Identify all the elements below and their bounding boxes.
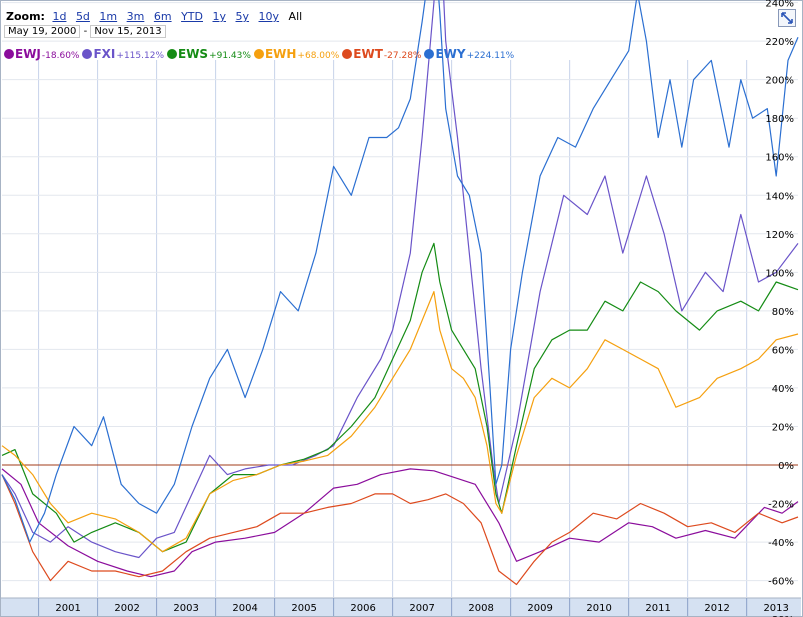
legend-ticker: EWY — [435, 47, 466, 61]
y-tick-label: 180% — [765, 114, 794, 125]
x-tick-label: 2012 — [704, 603, 729, 614]
date-separator: - — [83, 26, 88, 37]
y-tick-label: 100% — [765, 268, 794, 279]
legend-marker-icon — [82, 49, 93, 59]
x-tick-label: 2009 — [527, 603, 552, 614]
legend-item-ewj[interactable]: EWJ-18.60% — [4, 43, 79, 62]
legend-item-ews[interactable]: EWS+91.43% — [167, 43, 251, 62]
x-tick-label: 2013 — [763, 603, 788, 614]
zoom-5y-link[interactable]: 5y — [235, 10, 250, 23]
legend-change: +68.00% — [297, 51, 340, 61]
y-tick-label: -20% — [768, 500, 794, 511]
end-date-field[interactable]: Nov 15, 2013 — [90, 25, 166, 38]
zoom-3m-link[interactable]: 3m — [126, 10, 145, 23]
x-tick-label: 2005 — [291, 603, 316, 614]
legend-ticker: EWT — [353, 47, 383, 61]
date-range: May 19, 2000 - Nov 15, 2013 — [4, 25, 166, 38]
y-tick-label: 160% — [765, 153, 794, 164]
zoom-1d-link[interactable]: 1d — [52, 10, 67, 23]
zoom-label: Zoom: — [6, 10, 45, 23]
x-axis-labels: 2001 2002 2003 2004 2005 2006 2007 2008 2009 2010… — [55, 603, 789, 614]
legend-marker-icon — [424, 49, 435, 59]
x-axis-band — [1, 598, 801, 616]
legend-change: +224.11% — [466, 51, 515, 61]
legend-item-ewh[interactable]: EWH+68.00% — [253, 43, 340, 62]
y-tick-label: 200% — [765, 76, 794, 87]
y-tick-label: -40% — [768, 538, 794, 549]
legend-change: +115.12% — [116, 51, 164, 61]
zoom-5d-link[interactable]: 5d — [75, 10, 90, 23]
y-tick-label: -80% — [768, 615, 794, 617]
y-tick-label: 80% — [772, 307, 794, 318]
zoom-1m-link[interactable]: 1m — [99, 10, 118, 23]
y-tick-label: 60% — [772, 345, 794, 356]
legend-marker-icon — [253, 49, 264, 59]
y-tick-label: 120% — [765, 230, 794, 241]
y-tick-label: 140% — [765, 191, 794, 202]
x-tick-label: 2001 — [55, 603, 80, 614]
zoom-all-current: All — [288, 10, 303, 23]
legend-item-ewy[interactable]: EWY+224.11% — [424, 43, 514, 62]
zoom-bar: Zoom: 1d 5d 1m 3m 6m YTD 1y 5y 10y All — [6, 10, 302, 23]
x-tick-label: 2007 — [409, 603, 434, 614]
x-tick-label: 2004 — [232, 603, 257, 614]
zoom-ytd-link[interactable]: YTD — [181, 10, 203, 23]
x-tick-label: 2002 — [114, 603, 139, 614]
legend-marker-icon — [342, 49, 353, 59]
x-tick-label: 2010 — [586, 603, 611, 614]
y-tick-label: -60% — [768, 577, 794, 588]
zoom-1y-link[interactable]: 1y — [212, 10, 227, 23]
legend-item-ewt[interactable]: EWT-27.28% — [342, 43, 421, 62]
legend-marker-icon — [167, 49, 177, 59]
series-line-ewh — [1, 291, 799, 553]
x-tick-label: 2008 — [468, 603, 493, 614]
series-line-ews — [1, 242, 799, 553]
legend-change: -18.60% — [41, 51, 80, 61]
zoom-6m-link[interactable]: 6m — [153, 10, 172, 23]
y-tick-label: 220% — [765, 37, 794, 48]
start-date-field[interactable]: May 19, 2000 — [4, 25, 81, 38]
x-tick-label: 2011 — [645, 603, 670, 614]
legend-change: +91.43% — [209, 51, 251, 61]
legend-ticker: FXI — [93, 47, 116, 61]
legend-ticker: EWJ — [15, 47, 41, 61]
y-axis-labels: 280%260%240%220%200%180%160%140%120%100%… — [765, 0, 794, 617]
series-line-fxi — [1, 0, 799, 559]
expand-arrows-icon[interactable] — [778, 9, 796, 27]
x-tick-label: 2006 — [350, 603, 375, 614]
y-tick-label: 40% — [772, 384, 794, 395]
y-tick-label: 0% — [778, 461, 794, 472]
legend-change: -27.28% — [383, 51, 422, 61]
legend-ticker: EWS — [178, 47, 209, 61]
zoom-10y-link[interactable]: 10y — [258, 10, 280, 23]
series-line-ewj — [1, 468, 799, 578]
series-lines — [1, 0, 799, 586]
legend-item-fxi[interactable]: FXI+115.12% — [82, 43, 164, 62]
series-line-ewt — [1, 474, 799, 586]
legend: EWJ-18.60% FXI+115.12% EWS+91.43% EWH+68.00… — [4, 43, 517, 62]
y-tick-label: 20% — [772, 422, 794, 433]
legend-ticker: EWH — [264, 47, 297, 61]
legend-marker-icon — [4, 49, 14, 59]
x-tick-label: 2003 — [173, 603, 198, 614]
series-line-ewy — [1, 0, 799, 543]
vertical-grid — [38, 60, 748, 616]
y-tick-label: 240% — [765, 0, 794, 10]
